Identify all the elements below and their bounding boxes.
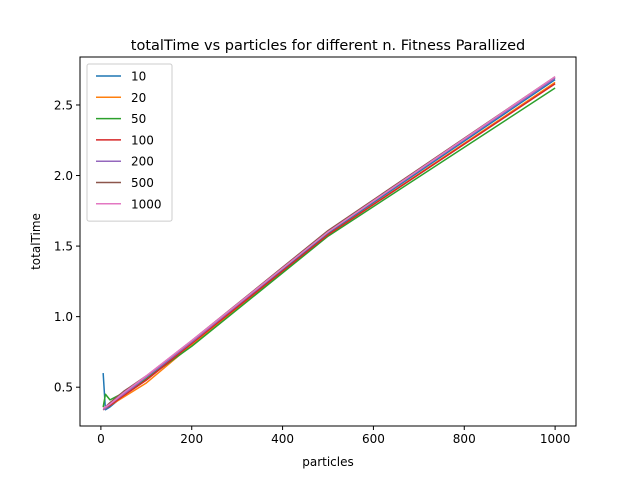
y-tick-label: 1.5 [54, 240, 73, 254]
x-tick-label: 600 [362, 432, 385, 446]
legend-label-1000: 1000 [131, 197, 162, 211]
x-tick-label: 800 [453, 432, 476, 446]
x-axis-label: particles [302, 455, 354, 469]
y-axis: 0.5 1.0 1.5 2.0 2.5 [54, 98, 80, 395]
y-tick-label: 2.5 [54, 98, 73, 112]
legend-label-100: 100 [131, 133, 154, 147]
chart-title: totalTime vs particles for different n. … [131, 38, 525, 54]
y-axis-label: totalTime [29, 213, 43, 270]
legend-label-10: 10 [131, 70, 146, 84]
x-tick-label: 1000 [540, 432, 571, 446]
x-tick-label: 200 [180, 432, 203, 446]
y-tick-label: 2.0 [54, 169, 73, 183]
plot-area-frame [79, 56, 577, 427]
y-tick-label: 1.0 [54, 310, 73, 324]
x-axis: 0 200 400 600 800 1000 [97, 426, 570, 446]
legend-label-200: 200 [131, 155, 154, 169]
legend-label-500: 500 [131, 176, 154, 190]
x-tick-label: 0 [97, 432, 105, 446]
series-line-1000 [102, 76, 556, 409]
x-tick-label: 400 [271, 432, 294, 446]
plot-series [102, 76, 556, 411]
legend-label-50: 50 [131, 112, 146, 126]
y-tick-label: 0.5 [54, 381, 73, 395]
legend-label-20: 20 [131, 91, 146, 105]
legend: 10 20 50 100 200 500 1000 [86, 63, 173, 222]
